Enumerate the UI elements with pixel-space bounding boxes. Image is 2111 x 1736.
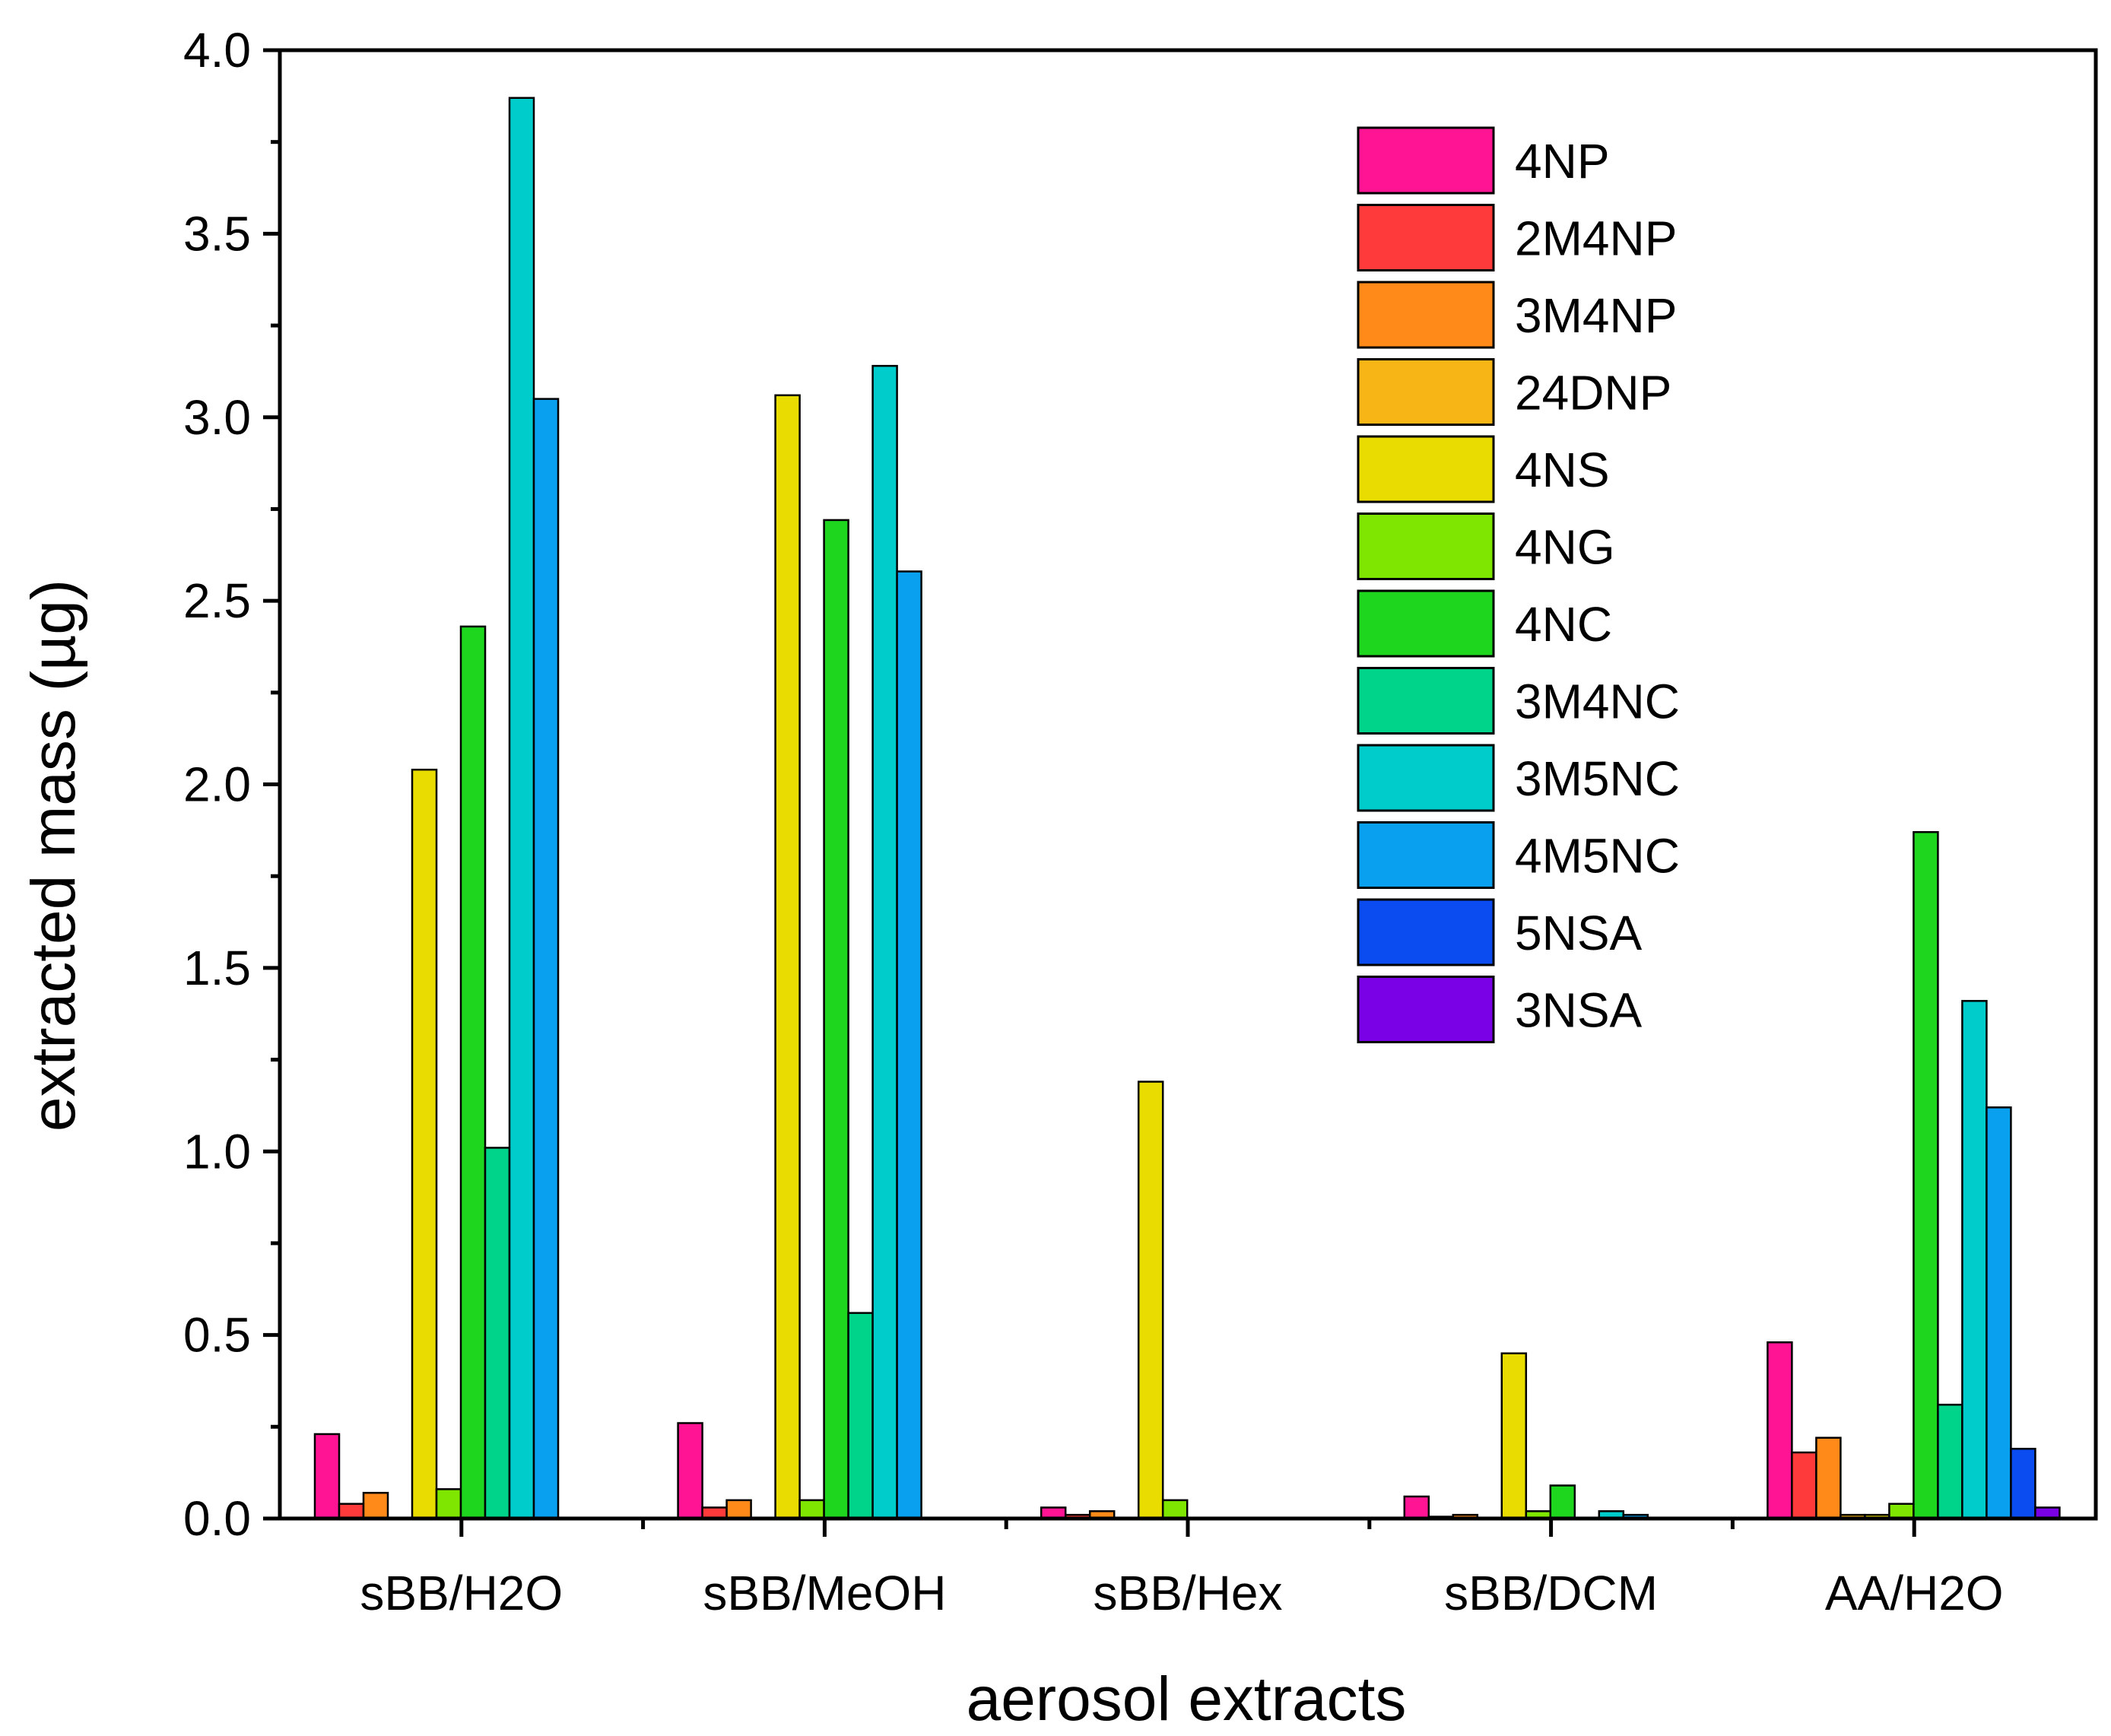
bar-5nsa-aa-h2o [2010,1448,2036,1520]
bar-3m4np-sbb-meoh [725,1499,752,1520]
bar-3m4nc-sbb-meoh [847,1312,874,1520]
bar-4nc-sbb-meoh [823,519,849,1520]
y-tick-label: 1.5 [183,941,251,995]
y-tick-label: 0.0 [183,1491,251,1546]
legend-label-2m4np: 2M4NP [1515,211,1677,266]
x-tick-label: sBB/Hex [1094,1566,1283,1620]
legend-swatch-4nc [1357,589,1495,658]
bar-2m4np-sbb-h2o [338,1503,365,1520]
legend-label-4ng: 4NG [1515,520,1615,575]
legend-label-3m5nc: 3M5NC [1515,751,1680,806]
bar-3m4np-aa-h2o [1815,1436,1842,1520]
bar-3m5nc-sbb-meoh [871,364,898,1520]
y-tick-label: 2.0 [183,757,251,812]
legend-label-4ns: 4NS [1515,443,1610,497]
x-tick-label: sBB/MeOH [703,1566,946,1620]
y-tick-label: 4.0 [183,23,251,78]
legend: 4NP 2M4NP 3M4NP 24DNP 4NS 4NG 4NC 3M4NC 3M5NC 4M5… [1357,126,1680,1043]
legend-swatch-5nsa [1357,898,1495,966]
legend-swatch-3nsa [1357,976,1495,1043]
bar-4ns-sbb-hex [1137,1081,1164,1520]
legend-swatch-4m5nc [1357,821,1495,889]
legend-label-4nc: 4NC [1515,597,1612,652]
legend-label-4np: 4NP [1515,134,1610,189]
x-tick-label: sBB/DCM [1444,1566,1658,1620]
legend-swatch-2m4np [1357,204,1495,271]
legend-swatch-3m4np [1357,281,1495,349]
bar-4ng-sbb-meoh [798,1499,825,1520]
y-tick-label: 3.0 [183,390,251,445]
legend-label-24dnp: 24DNP [1515,366,1671,421]
bar-3m4np-sbb-h2o [362,1491,389,1520]
legend-label-4m5nc: 4M5NC [1515,829,1680,884]
bar-4np-sbb-h2o [313,1433,341,1520]
bar-4ns-sbb-meoh [774,394,801,1520]
bar-4m5nc-sbb-h2o [532,398,560,1520]
bar-4ng-sbb-hex [1161,1499,1189,1520]
x-tick-label: sBB/H2O [360,1566,563,1620]
bar-3m4nc-sbb-h2o [484,1147,511,1520]
bar-4nc-sbb-dcm [1549,1484,1576,1520]
bar-3m5nc-aa-h2o [1961,1000,1988,1520]
bar-4np-sbb-meoh [677,1422,703,1520]
bar-4m5nc-sbb-meoh [896,570,922,1520]
legend-swatch-4ng [1357,513,1495,580]
legend-swatch-4np [1357,126,1495,195]
y-tick-label: 1.0 [183,1124,251,1179]
bar-4np-sbb-dcm [1403,1495,1430,1520]
bar-3m5nc-sbb-h2o [508,97,535,1520]
y-tick-label: 2.5 [183,573,251,628]
bar-4ns-sbb-h2o [411,768,438,1520]
legend-label-3m4np: 3M4NP [1515,288,1677,343]
axes-layer: 0.0 0.5 1.0 1.5 2.0 2.5 3.0 3.5 4.0 sBB/H2O sBB/Me… [183,23,2098,1620]
legend-label-5nsa: 5NSA [1515,906,1643,960]
legend-swatch-24dnp [1357,358,1495,426]
legend-swatch-3m4nc [1357,667,1495,735]
legend-label-3m4nc: 3M4NC [1515,674,1680,729]
y-tick-label: 0.5 [183,1308,251,1363]
x-tick-label: AA/H2O [1825,1566,2004,1620]
bar-4ns-sbb-dcm [1500,1352,1528,1520]
y-tick-label: 3.5 [183,206,251,261]
bars-layer [313,97,2061,1520]
legend-swatch-3m5nc [1357,744,1495,812]
bar-4m5nc-aa-h2o [1986,1106,2012,1520]
bar-4ng-aa-h2o [1888,1503,1915,1520]
bar-4ng-sbb-h2o [435,1488,462,1520]
y-axis-title: extracted mass (µg) [19,579,88,1131]
bar-4np-aa-h2o [1767,1341,1793,1520]
x-axis-title: aerosol extracts [967,1665,1407,1734]
legend-label-3nsa: 3NSA [1515,983,1643,1038]
bar-2m4np-aa-h2o [1791,1451,1817,1520]
legend-swatch-4ns [1357,435,1495,503]
bar-4nc-aa-h2o [1913,831,1939,1520]
bar-4nc-sbb-h2o [459,625,487,1520]
bar-3m4nc-aa-h2o [1937,1404,1963,1520]
